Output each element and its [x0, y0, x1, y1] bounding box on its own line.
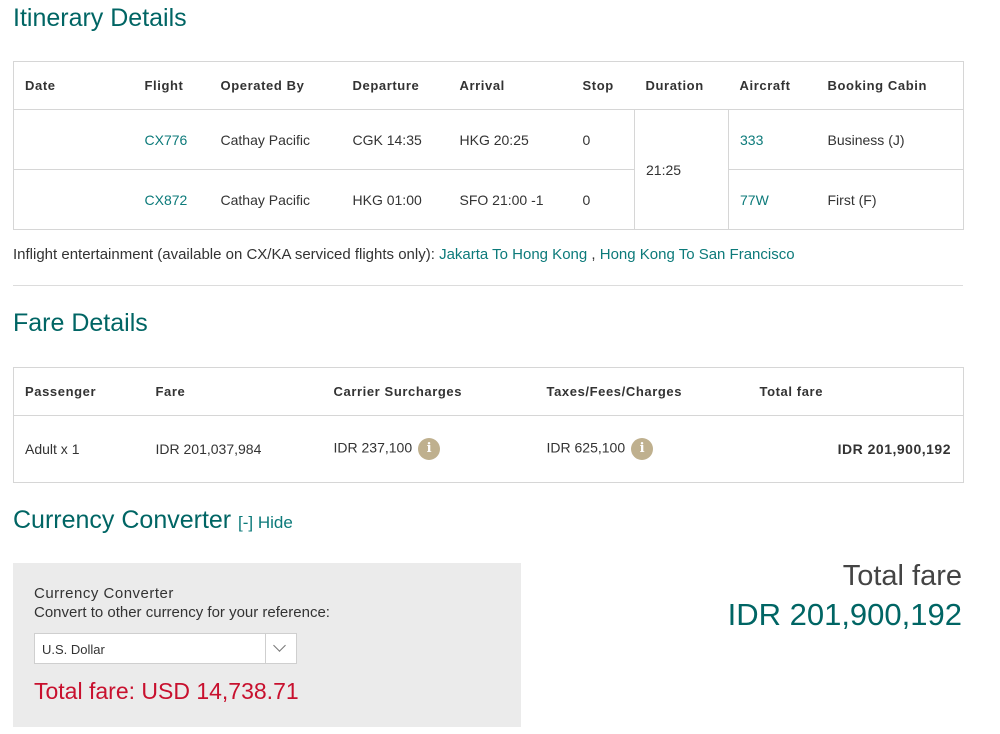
cell-taxes: IDR 625,100 i [536, 416, 749, 483]
surcharges-value: IDR 237,100 [333, 439, 413, 456]
table-row: CX872 Cathay Pacific HKG 01:00 SFO 21:00… [14, 170, 964, 230]
currency-select-value: U.S. Dollar [42, 642, 105, 657]
col-operated-by: Operated By [209, 61, 342, 110]
col-carrier-surcharges: Carrier Surcharges [322, 367, 536, 416]
cell-total-fare: IDR 201,900,192 [837, 441, 951, 457]
summary-total-label: Total fare [842, 560, 962, 592]
cell-operated-by: Cathay Pacific [220, 191, 310, 208]
flight-link[interactable]: CX776 [144, 131, 188, 148]
col-taxes: Taxes/Fees/Charges [535, 367, 749, 416]
currency-select[interactable]: U.S. Dollar [34, 633, 297, 664]
ife-link-hong-kong-san-francisco[interactable]: Hong Kong To San Francisco [599, 246, 795, 263]
section-divider [13, 285, 963, 286]
cell-arrival: HKG 20:25 [448, 109, 572, 170]
itinerary-header-row: Date Flight Operated By Departure Arriva… [13, 61, 964, 110]
fare-title: Fare Details [13, 309, 148, 337]
inflight-entertainment-line: Inflight entertainment (available on CX/… [13, 246, 795, 263]
col-flight: Flight [133, 61, 210, 110]
itinerary-table: Date Flight Operated By Departure Arriva… [13, 61, 964, 230]
ife-separator: , [587, 246, 600, 263]
info-icon[interactable]: i [631, 438, 654, 460]
table-row: Adult x 1 IDR 201,037,984 IDR 237,100 i I… [14, 416, 964, 483]
cell-cabin: First (F) [827, 191, 877, 208]
ife-link-jakarta-hong-kong[interactable]: Jakarta To Hong Kong [439, 246, 588, 263]
converted-total: Total fare: USD 14,738.71 [34, 678, 299, 704]
cell-passenger: Adult x 1 [25, 441, 80, 457]
fare-header-row: Passenger Fare Carrier Surcharges Taxes/… [13, 367, 964, 416]
cell-cabin: Business (J) [816, 109, 964, 170]
cell-fare: IDR 201,037,984 [155, 441, 262, 457]
col-stop: Stop [571, 61, 635, 110]
currency-select-toggle[interactable] [265, 634, 296, 663]
converter-box-title: Currency Converter [34, 585, 174, 602]
itinerary-title: Itinerary Details [13, 4, 187, 32]
cell-surcharges: IDR 237,100 i [323, 416, 536, 483]
hide-converter-link[interactable]: [-] Hide [238, 513, 293, 532]
converter-box-subtitle: Convert to other currency for your refer… [34, 604, 330, 621]
cell-arrival: SFO 21:00 -1 [459, 191, 544, 208]
cell-departure: CGK 14:35 [341, 109, 449, 170]
currency-converter-panel: Currency Converter Convert to other curr… [13, 563, 521, 727]
cell-departure: HKG 01:00 [352, 191, 422, 208]
table-row: CX776 Cathay Pacific CGK 14:35 HKG 20:25… [13, 109, 964, 230]
flight-link[interactable]: CX872 [144, 191, 188, 208]
col-passenger: Passenger [13, 367, 145, 416]
aircraft-link[interactable]: 77W [740, 191, 769, 208]
taxes-value: IDR 625,100 [546, 439, 626, 456]
cell-aircraft: 333 [728, 109, 817, 170]
col-departure: Departure [341, 61, 449, 110]
cell-date [14, 170, 134, 230]
cell-date [13, 109, 134, 170]
col-aircraft: Aircraft [728, 61, 817, 110]
cell-operated-by: Cathay Pacific [209, 109, 342, 170]
col-booking-cabin: Booking Cabin [816, 61, 964, 110]
ife-prefix: Inflight entertainment (available on CX/… [13, 246, 440, 263]
currency-converter-title: Currency Converter [13, 506, 232, 534]
fare-table: Passenger Fare Carrier Surcharges Taxes/… [13, 367, 964, 483]
col-arrival: Arrival [448, 61, 572, 110]
cell-flight: CX872 [134, 170, 210, 230]
cell-duration: 21:25 [634, 109, 729, 230]
cell-stop: 0 [571, 109, 635, 170]
col-total-fare: Total fare [748, 367, 964, 416]
chevron-down-icon [273, 639, 286, 652]
cell-stop: 0 [582, 191, 591, 208]
col-duration: Duration [634, 61, 729, 110]
cell-flight: CX776 [133, 109, 210, 170]
info-icon[interactable]: i [418, 438, 441, 460]
aircraft-link[interactable]: 333 [740, 131, 764, 148]
col-date: Date [13, 61, 134, 110]
col-fare: Fare [144, 367, 323, 416]
summary-total-value: IDR 201,900,192 [727, 597, 962, 632]
cell-aircraft: 77W [729, 170, 817, 230]
